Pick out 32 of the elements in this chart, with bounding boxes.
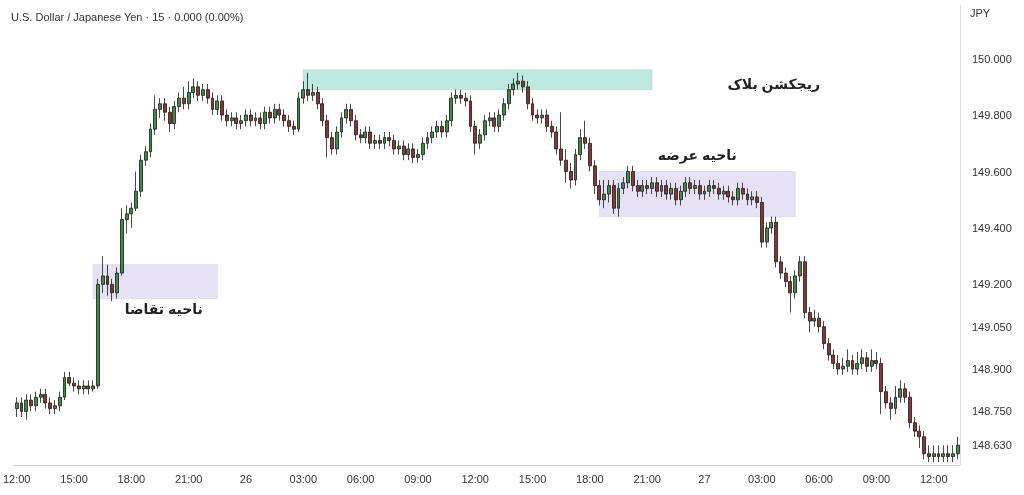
x-tick-label: 06:00: [805, 472, 833, 485]
y-tick-label: 148.900: [972, 363, 1012, 376]
y-tick-label: 149.200: [972, 278, 1012, 291]
x-tick-label: 12:00: [919, 472, 948, 485]
y-tick-label: 148.630: [972, 439, 1012, 452]
x-tick-label: 26: [239, 472, 253, 485]
x-tick-label: 15:00: [518, 472, 547, 485]
y-tick-label: 150.000: [972, 52, 1012, 65]
y-tick-label: 148.750: [972, 405, 1012, 418]
x-tick-label: 15:00: [60, 472, 88, 485]
annotation: ناحیه عرضه: [657, 147, 737, 164]
x-tick-label: 18:00: [117, 472, 146, 485]
x-tick-label: 27: [698, 472, 711, 485]
y-tick-label: 149.600: [972, 165, 1012, 178]
x-tick-label: 12:00: [461, 472, 489, 485]
annotation: ریجکشن بلاک: [727, 75, 820, 93]
x-tick-label: 03:00: [748, 472, 776, 485]
x-tick-label: 18:00: [576, 472, 604, 485]
y-tick-label: 149.050: [972, 320, 1012, 333]
x-tick-label: 21:00: [633, 472, 661, 485]
x-tick-label: 09:00: [862, 472, 891, 485]
y-axis-title: JPY: [970, 6, 991, 19]
y-tick-label: 149.400: [972, 221, 1012, 234]
x-tick-label: 09:00: [404, 472, 432, 485]
y-tick-label: 149.800: [972, 109, 1012, 122]
x-tick-label: 12:00: [2, 472, 31, 485]
annotation: ناحیه تقاضا: [124, 301, 203, 317]
x-tick-label: 03:00: [289, 472, 318, 485]
candlestick: [15, 396, 19, 418]
text: U.S. Dollar / Japanese Yen · 15 · 0.000 (0.00%): [11, 10, 244, 23]
x-tick-label: 06:00: [346, 472, 375, 485]
x-tick-label: 21:00: [174, 472, 203, 485]
